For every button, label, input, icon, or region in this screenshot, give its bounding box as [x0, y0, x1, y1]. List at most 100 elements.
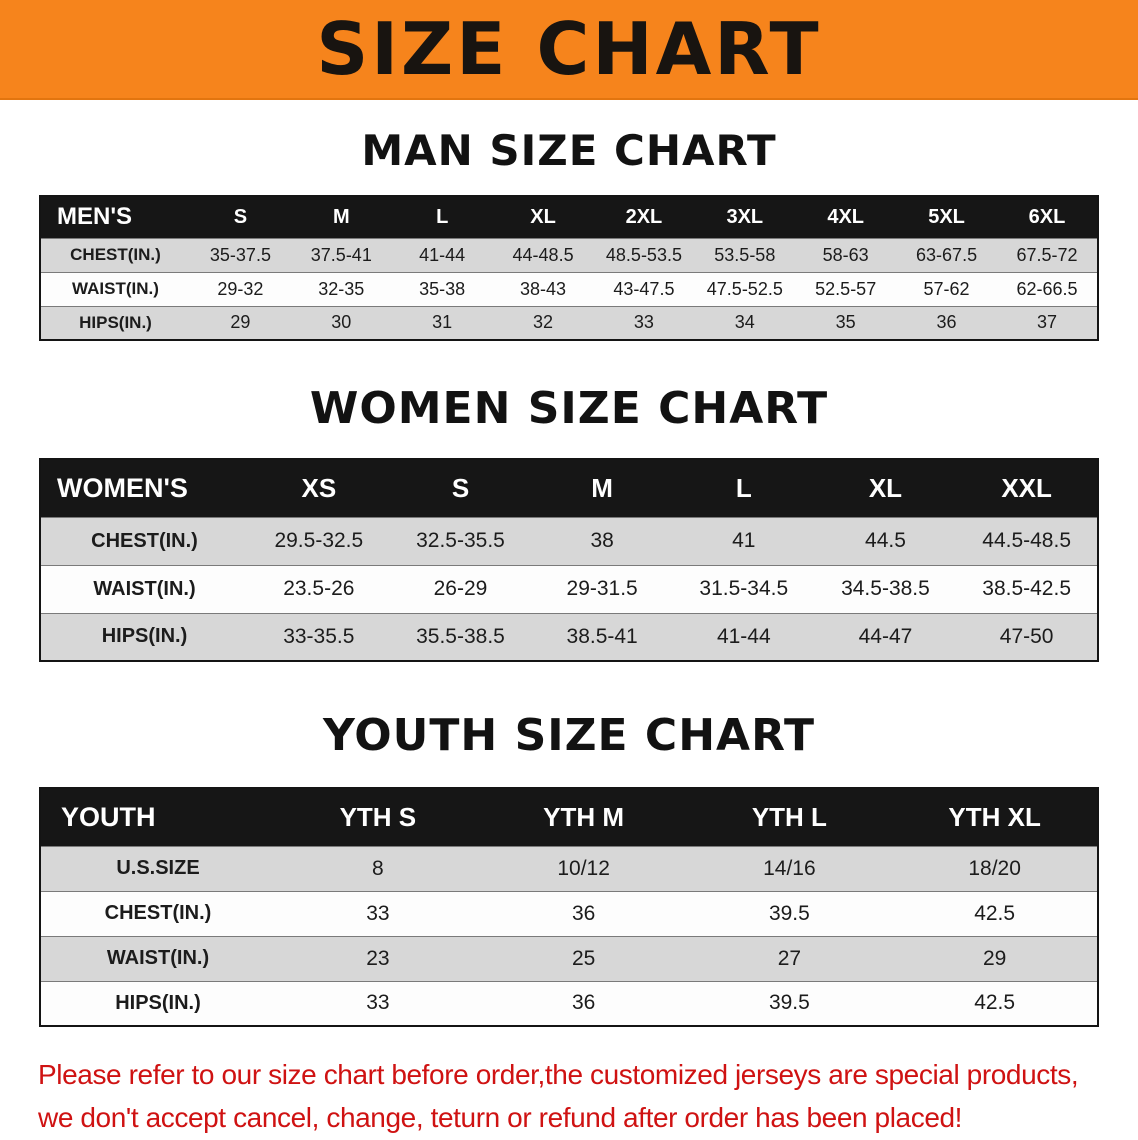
row-label-cell: HIPS(IN.) [40, 613, 248, 661]
value-cell: 32.5-35.5 [389, 517, 532, 565]
value-cell: 37.5-41 [290, 238, 392, 272]
value-cell: 38.5-42.5 [956, 565, 1098, 613]
size-header-cell: XXL [956, 459, 1098, 517]
table-row: CHEST(IN.) 35-37.5 37.5-41 41-44 44-48.5 48.5… [40, 238, 1098, 272]
value-cell: 35-37.5 [190, 238, 291, 272]
size-header-cell: YTH M [480, 788, 687, 846]
value-cell: 29.5-32.5 [248, 517, 390, 565]
value-cell: 47.5-52.5 [694, 272, 796, 306]
value-cell: 34.5-38.5 [814, 565, 957, 613]
value-cell: 8 [275, 846, 481, 891]
row-label-cell: CHEST(IN.) [40, 891, 275, 936]
value-cell: 35 [795, 306, 897, 340]
row-label-cell: U.S.SIZE [40, 846, 275, 891]
youth-section-heading: YOUTH SIZE CHART [322, 710, 815, 761]
value-cell: 33 [593, 306, 695, 340]
value-cell: 41-44 [672, 613, 815, 661]
banner-title: SIZE CHART [316, 7, 822, 91]
value-cell: 32-35 [290, 272, 392, 306]
table-title-cell: YOUTH [40, 788, 275, 846]
value-cell: 26-29 [389, 565, 532, 613]
size-header-cell: YTH S [275, 788, 481, 846]
table-row: HIPS(IN.) 29 30 31 32 33 34 35 36 37 [40, 306, 1098, 340]
men-size-table: MEN'S S M L XL 2XL 3XL 4XL 5XL 6XL CHEST(IN.) 35-37… [39, 195, 1099, 341]
size-header-cell: YTH XL [892, 788, 1098, 846]
value-cell: 41-44 [391, 238, 493, 272]
table-header-row: MEN'S S M L XL 2XL 3XL 4XL 5XL 6XL [40, 196, 1098, 238]
value-cell: 41 [672, 517, 815, 565]
value-cell: 36 [480, 981, 687, 1026]
youth-size-table: YOUTH YTH S YTH M YTH L YTH XL U.S.SIZE 8 10/12… [39, 787, 1099, 1027]
value-cell: 29-32 [190, 272, 291, 306]
value-cell: 44-47 [814, 613, 957, 661]
row-label-cell: CHEST(IN.) [40, 517, 248, 565]
value-cell: 31 [391, 306, 493, 340]
table-row: HIPS(IN.) 33-35.5 35.5-38.5 38.5-41 41-44 44-… [40, 613, 1098, 661]
size-header-cell: YTH L [686, 788, 893, 846]
value-cell: 35.5-38.5 [389, 613, 532, 661]
value-cell: 58-63 [795, 238, 897, 272]
row-label-cell: WAIST(IN.) [40, 565, 248, 613]
value-cell: 32 [492, 306, 594, 340]
table-row: CHEST(IN.) 29.5-32.5 32.5-35.5 38 41 44.5 44.5… [40, 517, 1098, 565]
size-header-cell: XL [492, 196, 594, 238]
value-cell: 48.5-53.5 [593, 238, 695, 272]
row-label-cell: WAIST(IN.) [40, 936, 275, 981]
men-size-section: MAN SIZE CHART MEN'S S M L XL 2XL 3XL 4XL 5XL 6XL… [0, 126, 1138, 341]
footer-note: Please refer to our size chart before or… [38, 1053, 1138, 1140]
table-row: WAIST(IN.) 29-32 32-35 35-38 38-43 43-47.5 47.… [40, 272, 1098, 306]
size-header-cell: 4XL [795, 196, 897, 238]
value-cell: 38 [531, 517, 673, 565]
value-cell: 42.5 [892, 981, 1098, 1026]
value-cell: 63-67.5 [896, 238, 997, 272]
value-cell: 33 [275, 981, 481, 1026]
value-cell: 34 [694, 306, 796, 340]
row-label-cell: HIPS(IN.) [40, 306, 190, 340]
table-row: WAIST(IN.) 23.5-26 26-29 29-31.5 31.5-34.5 34… [40, 565, 1098, 613]
value-cell: 23 [275, 936, 481, 981]
footer-line-2: we don't accept cancel, change, teturn o… [38, 1102, 963, 1134]
size-header-cell: M [531, 459, 673, 517]
row-label-cell: WAIST(IN.) [40, 272, 190, 306]
men-section-heading: MAN SIZE CHART [361, 126, 777, 175]
value-cell: 37 [997, 306, 1098, 340]
value-cell: 39.5 [686, 891, 893, 936]
table-row: U.S.SIZE 8 10/12 14/16 18/20 [40, 846, 1098, 891]
table-header-row: YOUTH YTH S YTH M YTH L YTH XL [40, 788, 1098, 846]
value-cell: 44.5-48.5 [956, 517, 1098, 565]
size-header-cell: 5XL [896, 196, 997, 238]
women-size-section: WOMEN SIZE CHART WOMEN'S XS S M L XL XXL CHEST(… [0, 383, 1138, 662]
value-cell: 30 [290, 306, 392, 340]
value-cell: 43-47.5 [593, 272, 695, 306]
size-chart-banner: SIZE CHART [0, 0, 1138, 100]
value-cell: 29 [190, 306, 291, 340]
value-cell: 23.5-26 [248, 565, 390, 613]
size-header-cell: 2XL [593, 196, 695, 238]
table-header-row: WOMEN'S XS S M L XL XXL [40, 459, 1098, 517]
value-cell: 53.5-58 [694, 238, 796, 272]
value-cell: 62-66.5 [997, 272, 1098, 306]
value-cell: 18/20 [892, 846, 1098, 891]
value-cell: 44-48.5 [492, 238, 594, 272]
value-cell: 36 [896, 306, 997, 340]
value-cell: 27 [686, 936, 893, 981]
row-label-cell: HIPS(IN.) [40, 981, 275, 1026]
size-header-cell: XL [814, 459, 957, 517]
value-cell: 44.5 [814, 517, 957, 565]
value-cell: 35-38 [391, 272, 493, 306]
women-section-heading: WOMEN SIZE CHART [309, 383, 829, 434]
size-header-cell: XS [248, 459, 390, 517]
value-cell: 29 [892, 936, 1098, 981]
value-cell: 38.5-41 [531, 613, 673, 661]
size-header-cell: L [672, 459, 815, 517]
youth-size-section: YOUTH SIZE CHART YOUTH YTH S YTH M YTH L YTH… [0, 710, 1138, 1027]
size-header-cell: S [389, 459, 532, 517]
table-title-cell: WOMEN'S [40, 459, 248, 517]
women-size-table: WOMEN'S XS S M L XL XXL CHEST(IN.) 29.5-32.5 32.5… [39, 458, 1099, 662]
size-header-cell: 3XL [694, 196, 796, 238]
value-cell: 39.5 [686, 981, 893, 1026]
value-cell: 38-43 [492, 272, 594, 306]
row-label-cell: CHEST(IN.) [40, 238, 190, 272]
value-cell: 47-50 [956, 613, 1098, 661]
value-cell: 29-31.5 [531, 565, 673, 613]
